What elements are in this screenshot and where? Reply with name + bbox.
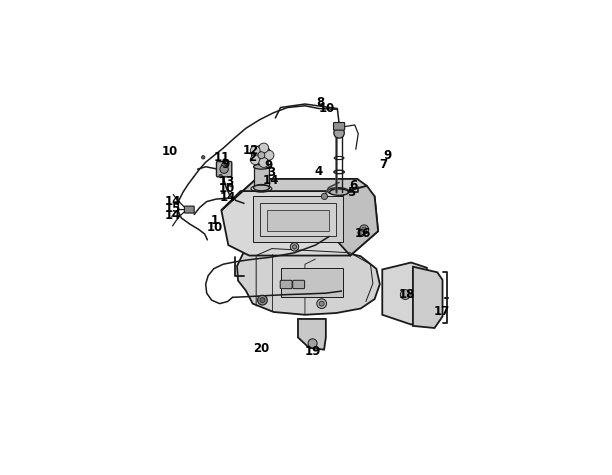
Text: 10: 10	[218, 182, 234, 195]
FancyBboxPatch shape	[293, 280, 305, 289]
Circle shape	[293, 245, 297, 249]
FancyBboxPatch shape	[334, 123, 345, 130]
Text: 14: 14	[165, 195, 182, 208]
Circle shape	[360, 225, 368, 234]
Text: 10: 10	[162, 145, 178, 158]
Circle shape	[250, 146, 260, 156]
Ellipse shape	[327, 188, 348, 195]
Text: 18: 18	[398, 288, 415, 301]
Text: 19: 19	[304, 345, 321, 358]
Text: 4: 4	[314, 165, 323, 178]
Text: 14: 14	[220, 190, 236, 203]
Circle shape	[317, 299, 327, 308]
Text: 2: 2	[248, 151, 256, 164]
Ellipse shape	[253, 184, 269, 191]
Circle shape	[230, 183, 233, 187]
FancyBboxPatch shape	[184, 206, 194, 213]
Circle shape	[334, 128, 345, 138]
Circle shape	[259, 158, 269, 167]
Polygon shape	[298, 319, 326, 350]
Text: 14: 14	[263, 174, 279, 187]
Circle shape	[358, 229, 365, 237]
Polygon shape	[253, 196, 343, 242]
Text: 12: 12	[243, 144, 259, 157]
Circle shape	[290, 243, 299, 251]
Text: 1: 1	[211, 214, 219, 227]
Ellipse shape	[330, 189, 346, 193]
Polygon shape	[382, 263, 427, 324]
Text: 13: 13	[218, 175, 234, 188]
Circle shape	[400, 290, 410, 299]
Circle shape	[264, 151, 274, 160]
Text: 14: 14	[165, 209, 182, 222]
Text: 5: 5	[347, 186, 355, 200]
Polygon shape	[280, 268, 343, 297]
Text: 17: 17	[433, 305, 450, 318]
Polygon shape	[222, 179, 378, 256]
Text: 9: 9	[222, 159, 230, 171]
Circle shape	[252, 145, 271, 165]
Text: 3: 3	[267, 166, 275, 179]
Circle shape	[220, 165, 228, 173]
Text: 16: 16	[354, 228, 371, 240]
Circle shape	[201, 156, 205, 159]
Text: 9: 9	[264, 159, 272, 172]
Text: 20: 20	[253, 342, 269, 355]
Text: 10: 10	[318, 102, 335, 115]
Circle shape	[321, 193, 327, 200]
Polygon shape	[413, 266, 442, 328]
Circle shape	[259, 143, 269, 153]
Polygon shape	[267, 210, 329, 231]
Circle shape	[219, 174, 222, 178]
Circle shape	[258, 152, 265, 159]
Text: 15: 15	[165, 202, 182, 215]
Circle shape	[308, 339, 317, 348]
Text: 8: 8	[316, 96, 325, 109]
Polygon shape	[237, 245, 380, 315]
Text: 6: 6	[349, 179, 358, 192]
Circle shape	[260, 298, 265, 303]
Ellipse shape	[329, 189, 349, 195]
Text: 9: 9	[384, 149, 392, 162]
Circle shape	[250, 155, 260, 165]
FancyBboxPatch shape	[217, 162, 232, 177]
FancyBboxPatch shape	[280, 280, 292, 289]
Polygon shape	[222, 179, 367, 210]
Polygon shape	[319, 186, 378, 256]
Polygon shape	[254, 167, 269, 188]
Ellipse shape	[253, 164, 269, 169]
Text: 7: 7	[379, 158, 387, 171]
Circle shape	[362, 227, 367, 232]
Circle shape	[319, 301, 324, 306]
Circle shape	[258, 295, 267, 305]
Text: 10: 10	[207, 221, 223, 234]
Text: 11: 11	[213, 151, 230, 164]
Polygon shape	[259, 203, 336, 237]
